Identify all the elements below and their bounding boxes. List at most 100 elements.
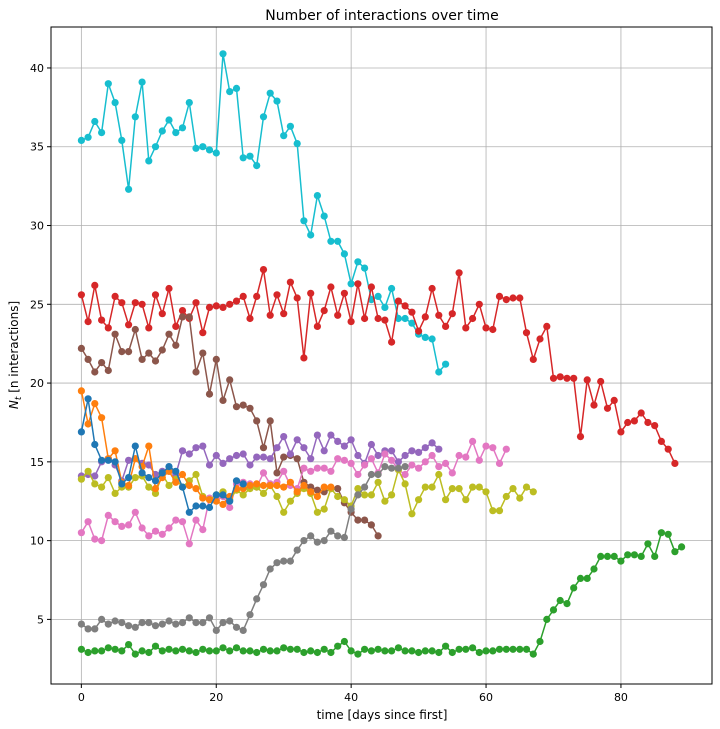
data-point xyxy=(320,505,328,513)
data-point xyxy=(469,437,477,445)
data-point xyxy=(91,647,99,655)
data-point xyxy=(489,507,497,515)
data-point xyxy=(111,489,119,497)
data-point xyxy=(401,314,409,323)
data-point xyxy=(549,606,558,614)
data-point xyxy=(401,451,409,460)
data-point xyxy=(624,418,632,427)
data-point xyxy=(624,551,632,559)
x-tick-label: 80 xyxy=(614,691,628,704)
data-point xyxy=(172,341,180,349)
data-point xyxy=(293,294,301,302)
data-point xyxy=(239,154,247,162)
data-point xyxy=(671,459,679,467)
data-point xyxy=(226,503,234,512)
data-point xyxy=(347,436,355,444)
data-point xyxy=(549,374,558,382)
series-7 xyxy=(77,395,247,516)
data-point xyxy=(280,557,288,565)
data-point xyxy=(125,641,133,649)
data-point xyxy=(226,647,234,655)
data-point xyxy=(280,508,288,516)
data-point xyxy=(125,185,133,193)
data-point xyxy=(340,637,348,646)
data-point xyxy=(145,349,153,357)
data-point xyxy=(280,467,288,475)
data-point xyxy=(205,461,214,469)
data-point xyxy=(516,294,524,302)
data-point xyxy=(165,481,173,490)
data-point xyxy=(205,496,214,504)
data-point xyxy=(340,496,348,504)
data-point xyxy=(178,313,187,321)
data-point xyxy=(482,488,490,496)
data-point xyxy=(374,532,382,540)
data-point xyxy=(246,314,254,323)
data-point xyxy=(536,335,544,343)
data-point xyxy=(151,485,160,493)
data-point xyxy=(199,442,207,450)
data-point xyxy=(388,284,396,293)
data-point xyxy=(145,619,153,627)
data-point xyxy=(334,237,342,245)
data-point xyxy=(273,647,281,655)
data-point xyxy=(185,99,193,107)
data-point xyxy=(286,497,294,505)
data-point xyxy=(185,540,193,548)
data-point xyxy=(172,322,180,330)
data-point xyxy=(313,492,321,501)
data-point xyxy=(77,428,85,436)
data-point xyxy=(381,647,389,655)
data-point xyxy=(307,467,315,475)
data-point xyxy=(98,359,106,367)
data-point xyxy=(462,496,470,504)
data-point xyxy=(151,357,160,365)
data-point xyxy=(131,325,139,334)
data-point xyxy=(212,302,220,310)
data-point xyxy=(185,450,193,458)
data-point xyxy=(421,333,429,341)
data-point xyxy=(239,480,247,488)
data-point xyxy=(327,431,335,439)
data-point xyxy=(313,508,321,516)
data-point xyxy=(435,445,443,453)
data-point xyxy=(84,625,92,633)
data-point xyxy=(630,417,639,425)
data-point xyxy=(388,491,396,499)
data-point xyxy=(428,439,436,447)
data-point xyxy=(556,596,564,605)
data-point xyxy=(131,299,139,307)
data-point xyxy=(145,532,153,540)
data-point xyxy=(442,322,450,330)
data-point xyxy=(145,324,153,332)
data-point xyxy=(354,470,362,479)
data-point xyxy=(469,483,477,491)
data-point xyxy=(280,433,288,441)
data-point xyxy=(435,311,443,319)
data-point xyxy=(381,316,389,324)
data-point xyxy=(340,533,348,542)
data-point xyxy=(475,456,483,464)
data-point xyxy=(603,404,612,412)
data-point xyxy=(286,478,294,486)
data-point xyxy=(178,483,187,491)
data-point xyxy=(219,644,227,652)
data-point xyxy=(253,453,261,461)
data-point xyxy=(664,445,672,453)
data-point xyxy=(118,348,126,356)
data-point xyxy=(448,485,456,493)
y-tick-label: 20 xyxy=(30,377,44,390)
series-line xyxy=(81,53,447,374)
series-6 xyxy=(77,387,335,508)
data-point xyxy=(657,529,666,537)
data-point xyxy=(320,212,328,220)
data-point xyxy=(286,645,294,653)
x-tick-label: 60 xyxy=(479,691,493,704)
data-point xyxy=(408,647,416,655)
data-point xyxy=(151,143,160,151)
data-point xyxy=(469,644,477,652)
data-point xyxy=(205,146,214,154)
data-point xyxy=(415,327,423,335)
data-point xyxy=(307,231,315,239)
data-point xyxy=(185,647,193,655)
